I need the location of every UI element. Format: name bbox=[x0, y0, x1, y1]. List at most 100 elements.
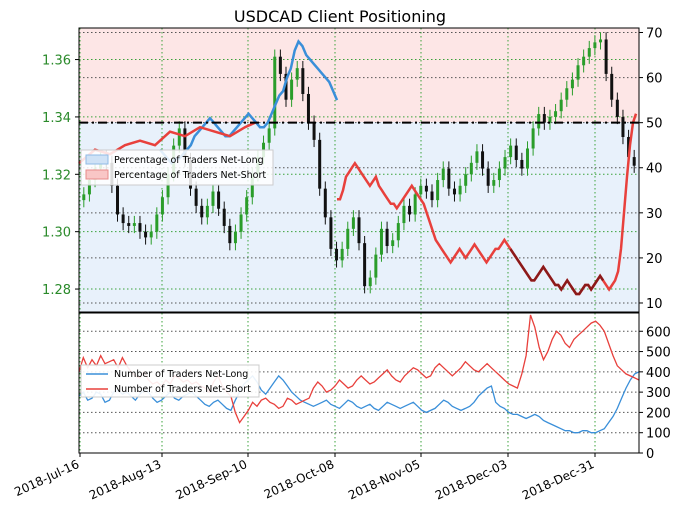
candle-body bbox=[357, 217, 361, 244]
top-legend: Percentage of Traders Net-Long Percentag… bbox=[80, 149, 274, 186]
candle-body bbox=[576, 65, 580, 80]
candle-body bbox=[228, 225, 232, 244]
price-tick-label: 1.34 bbox=[42, 111, 71, 126]
price-tick-label: 1.32 bbox=[42, 168, 71, 183]
candle-body bbox=[278, 56, 282, 74]
candle-body bbox=[323, 188, 327, 218]
candle-body bbox=[458, 185, 462, 195]
percent-tick-label: 40 bbox=[646, 162, 663, 177]
candle-body bbox=[290, 79, 294, 100]
candle-body bbox=[570, 79, 574, 89]
candle-body bbox=[245, 197, 249, 215]
bottom-panel-frame bbox=[78, 312, 640, 454]
candle-body bbox=[447, 168, 451, 189]
candle-body bbox=[82, 194, 86, 201]
candle-body bbox=[621, 116, 625, 138]
count-tick-label: 0 bbox=[646, 447, 654, 462]
candle-body bbox=[503, 157, 507, 169]
net-short-pct-extreme-line bbox=[509, 248, 605, 296]
candle-body bbox=[548, 116, 552, 123]
date-axis: 2018-Jul-16 2018-Aug-13 2018-Sep-10 2018-Oc… bbox=[12, 453, 596, 503]
candle-body bbox=[481, 151, 485, 169]
count-axis: 0 100 200 300 400 500 600 bbox=[639, 325, 671, 462]
candle-body bbox=[250, 174, 254, 198]
candle-body bbox=[127, 223, 131, 226]
candle-body bbox=[604, 39, 608, 74]
candle-body bbox=[537, 114, 541, 129]
price-tick-label: 1.30 bbox=[42, 226, 71, 241]
count-tick-label: 600 bbox=[646, 325, 671, 340]
candle-body bbox=[312, 122, 316, 140]
legend-net-short-count: Number of Traders Net-Short bbox=[114, 384, 251, 395]
candle-body bbox=[582, 56, 586, 66]
candle-body bbox=[402, 205, 406, 224]
percent-tick-label: 50 bbox=[646, 117, 663, 132]
candle-body bbox=[363, 243, 367, 287]
candle-body bbox=[441, 168, 445, 181]
candle-body bbox=[374, 254, 378, 278]
percent-tick-label: 60 bbox=[646, 72, 663, 87]
candle-body bbox=[138, 223, 142, 232]
bottom-legend: Number of Traders Net-Long Number of Tra… bbox=[80, 364, 260, 398]
candle-body bbox=[335, 248, 339, 261]
candle-body bbox=[593, 42, 597, 49]
candle-body bbox=[492, 180, 496, 186]
count-tick-label: 300 bbox=[646, 386, 671, 401]
date-tick-label: 2018-Aug-13 bbox=[87, 457, 163, 503]
candle-body bbox=[87, 180, 91, 195]
candle-body bbox=[273, 56, 277, 129]
candle-body bbox=[436, 180, 440, 201]
candle-body bbox=[239, 214, 243, 232]
count-tick-label: 100 bbox=[646, 427, 671, 442]
net-short-band bbox=[79, 28, 639, 122]
date-tick-label: 2018-Nov-05 bbox=[346, 457, 422, 502]
candle-body bbox=[610, 73, 614, 100]
net-short-swatch bbox=[85, 169, 109, 180]
candle-body bbox=[391, 240, 395, 247]
candle-body bbox=[565, 88, 569, 100]
candle-body bbox=[486, 168, 490, 186]
date-tick-label: 2018-Sep-10 bbox=[173, 457, 249, 502]
candle-body bbox=[430, 191, 434, 201]
candle-body bbox=[464, 174, 468, 186]
candle-body bbox=[351, 217, 355, 229]
percent-tick-label: 10 bbox=[646, 297, 663, 312]
candle-body bbox=[542, 114, 546, 123]
candle-body bbox=[205, 205, 209, 218]
candle-body bbox=[177, 128, 181, 146]
candle-body bbox=[424, 185, 428, 192]
chart-title: USDCAD Client Positioning bbox=[234, 7, 446, 26]
count-tick-label: 200 bbox=[646, 406, 671, 421]
candle-body bbox=[632, 157, 636, 166]
candle-body bbox=[233, 231, 237, 244]
candle-body bbox=[121, 214, 125, 224]
candle-body bbox=[497, 168, 501, 181]
net-long-swatch bbox=[85, 154, 109, 165]
legend-net-short-pct: Percentage of Traders Net-Short bbox=[114, 170, 266, 181]
count-tick-label: 500 bbox=[646, 346, 671, 361]
percent-tick-label: 70 bbox=[646, 27, 663, 42]
legend-net-long-count: Number of Traders Net-Long bbox=[114, 369, 248, 380]
candle-body bbox=[149, 231, 153, 238]
candle-body bbox=[132, 223, 136, 226]
top-legend-box bbox=[80, 149, 274, 186]
date-tick-label: 2018-Dec-03 bbox=[433, 457, 509, 503]
candle-body bbox=[222, 208, 226, 226]
price-axis: 1.28 1.30 1.32 1.34 1.36 bbox=[42, 54, 79, 298]
candle-body bbox=[419, 185, 423, 195]
candle-body bbox=[475, 151, 479, 163]
percentage-lines bbox=[78, 39, 638, 296]
candle-body bbox=[183, 128, 187, 160]
candle-body bbox=[217, 191, 221, 209]
candle-body bbox=[469, 162, 473, 175]
percent-tick-label: 20 bbox=[646, 252, 663, 267]
top-panel-frame bbox=[78, 27, 640, 313]
candle-body bbox=[295, 68, 299, 80]
candle-body bbox=[559, 99, 563, 112]
date-tick-label: 2018-Oct-08 bbox=[262, 457, 336, 502]
candle-body bbox=[346, 228, 350, 249]
candle-body bbox=[318, 139, 322, 189]
legend-net-long-pct: Percentage of Traders Net-Long bbox=[114, 155, 264, 166]
